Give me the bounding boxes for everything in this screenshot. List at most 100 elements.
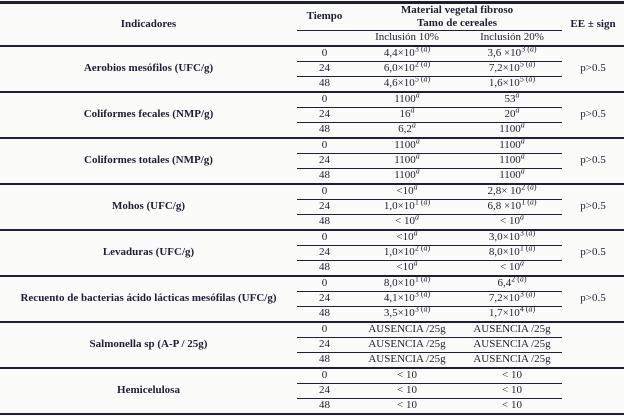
table-row: 48 3,5×103 (a) 1,7×104 (a) xyxy=(0,306,624,322)
table-row: Coliformes fecales (NMP/g) 0 1100a 53a p>0.5 xyxy=(0,91,624,138)
table-row: Mohos (UFC/g) 0 <10a 2,8× 102 (a) p>0.5 xyxy=(0,183,624,230)
header-tiempo-spacer xyxy=(297,31,352,47)
table-header: Indicadores Tiempo Material vegetal fibr… xyxy=(0,2,624,47)
indicator-cell: Hemicelulosa xyxy=(0,367,297,414)
value-cell-inclusion-20: < 10a xyxy=(462,214,562,230)
value-cell-inclusion-10: <10a xyxy=(352,260,462,276)
time-cell: 24 xyxy=(297,153,352,169)
table-row: Recuento de bacterias ácido lácticas mes… xyxy=(0,275,624,322)
value-cell-inclusion-20: 7,2×103 (a) xyxy=(462,291,562,307)
header-material-line2: Tamo de cereales xyxy=(416,17,498,29)
time-cell: 48 xyxy=(297,168,352,184)
value-cell-inclusion-10: < 10 xyxy=(352,398,462,414)
value-cell-inclusion-20: 1100a xyxy=(462,122,562,138)
value-cell-inclusion-20: 7,2×105 (a) xyxy=(462,61,562,77)
indicator-cell: Coliformes totales (NMP/g) xyxy=(0,137,297,184)
value-cell-inclusion-20: AUSENCIA /25g xyxy=(462,321,562,338)
time-cell: 48 xyxy=(297,122,352,138)
value-cell-inclusion-20: 3,0×103 (a) xyxy=(462,229,562,246)
value-cell-inclusion-10: <10a xyxy=(352,183,462,200)
value-cell-inclusion-10: < 10 xyxy=(352,383,462,399)
table-row: 48 < 10a < 10a xyxy=(0,214,624,230)
header-row-2: Inclusión 10% Inclusión 20% xyxy=(0,31,624,47)
table-row: 24 AUSENCIA /25g AUSENCIA /25g xyxy=(0,337,624,353)
value-cell-inclusion-10: 3,5×103 (a) xyxy=(352,306,462,322)
time-cell: 48 xyxy=(297,306,352,322)
value-cell-inclusion-10: 1100a xyxy=(352,137,462,154)
table-row: 48 <10a < 10a xyxy=(0,260,624,276)
value-cell-inclusion-20: 1100a xyxy=(462,168,562,184)
table-row: Coliformes totales (NMP/g) 0 1100a 1100a p>0… xyxy=(0,137,624,184)
table-row: 48 4,6×105 (a) 1,6×105 (a) xyxy=(0,76,624,92)
time-cell: 48 xyxy=(297,398,352,414)
value-cell-inclusion-20: 1100a xyxy=(462,153,562,169)
time-cell: 0 xyxy=(297,137,352,154)
value-cell-inclusion-20: < 10 xyxy=(462,398,562,414)
header-inclusion-10: Inclusión 10% xyxy=(375,31,439,44)
value-cell-inclusion-10: < 10a xyxy=(352,214,462,230)
table-row: 48 < 10 < 10 xyxy=(0,398,624,414)
value-cell-inclusion-10: 1,0×101 (a) xyxy=(352,199,462,215)
table-row: Levaduras (UFC/g) 0 <10a 3,0×103 (a) p>0.5 xyxy=(0,229,624,276)
indicator-cell: Coliformes fecales (NMP/g) xyxy=(0,91,297,138)
value-cell-inclusion-20: 1,7×104 (a) xyxy=(462,306,562,322)
time-cell: 0 xyxy=(297,367,352,384)
time-cell: 48 xyxy=(297,214,352,230)
time-cell: 0 xyxy=(297,91,352,108)
value-cell-inclusion-10: 6,0×102 (a) xyxy=(352,61,462,77)
value-cell-inclusion-10: AUSENCIA /25g xyxy=(352,337,462,353)
value-cell-inclusion-20: AUSENCIA /25g xyxy=(462,352,562,368)
table-row: 24 6,0×102 (a) 7,2×105 (a) xyxy=(0,61,624,77)
indicator-cell: Recuento de bacterias ácido lácticas mes… xyxy=(0,275,297,322)
header-ee: EE ± sign xyxy=(570,17,616,30)
header-row-1: Indicadores Tiempo Material vegetal fibr… xyxy=(0,2,624,31)
value-cell-inclusion-10: 4,1×103 (a) xyxy=(352,291,462,307)
table-row: 24 < 10 < 10 xyxy=(0,383,624,399)
value-cell-inclusion-20: 20a xyxy=(462,107,562,123)
value-cell-inclusion-10: AUSENCIA /25g xyxy=(352,321,462,338)
indicator-cell: Aerobios mesófilos (UFC/g) xyxy=(0,45,297,92)
time-cell: 0 xyxy=(297,183,352,200)
indicator-cell: Mohos (UFC/g) xyxy=(0,183,297,230)
time-cell: 48 xyxy=(297,76,352,92)
time-cell: 0 xyxy=(297,45,352,62)
value-cell-inclusion-20: 6,42 (a) xyxy=(462,275,562,292)
value-cell-inclusion-10: <10a xyxy=(352,229,462,246)
value-cell-inclusion-10: 4,6×105 (a) xyxy=(352,76,462,92)
value-cell-inclusion-10: 1,0×102 (a) xyxy=(352,245,462,261)
time-cell: 48 xyxy=(297,260,352,276)
header-inclusion-20: Inclusión 20% xyxy=(480,31,544,44)
time-cell: 48 xyxy=(297,352,352,368)
value-cell-inclusion-20: 8,0×101 (a) xyxy=(462,245,562,261)
time-cell: 0 xyxy=(297,321,352,338)
value-cell-inclusion-10: AUSENCIA /25g xyxy=(352,352,462,368)
time-cell: 24 xyxy=(297,61,352,77)
table-row: 24 16a 20a xyxy=(0,107,624,123)
ee-cell: p>0.5 xyxy=(562,275,624,322)
value-cell-inclusion-20: 3,6 ×103 (a) xyxy=(462,45,562,62)
header-material: Material vegetal fibroso Tamo de cereale… xyxy=(352,2,562,31)
value-cell-inclusion-10: 6,2a xyxy=(352,122,462,138)
value-cell-inclusion-10: < 10 xyxy=(352,367,462,384)
table-row: 48 1100a 1100a xyxy=(0,168,624,184)
ee-cell xyxy=(562,367,624,414)
ee-cell: p>0.5 xyxy=(562,45,624,92)
time-cell: 24 xyxy=(297,291,352,307)
indicator-cell: Salmonella sp (A-P / 25g) xyxy=(0,321,297,368)
table-row: Hemicelulosa 0 < 10 < 10 xyxy=(0,367,624,414)
value-cell-inclusion-20: 53a xyxy=(462,91,562,108)
value-cell-inclusion-10: 8,0×101 (a) xyxy=(352,275,462,292)
header-tiempo: Tiempo xyxy=(297,2,352,31)
table-row: 24 1100a 1100a xyxy=(0,153,624,169)
time-cell: 0 xyxy=(297,229,352,246)
time-cell: 24 xyxy=(297,107,352,123)
value-cell-inclusion-10: 4,4×103 (a) xyxy=(352,45,462,62)
header-indicadores: Indicadores xyxy=(120,17,177,30)
ee-cell: p>0.5 xyxy=(562,183,624,230)
table-row: Salmonella sp (A-P / 25g) 0 AUSENCIA /25g A… xyxy=(0,321,624,368)
value-cell-inclusion-10: 1100a xyxy=(352,153,462,169)
value-cell-inclusion-10: 16a xyxy=(352,107,462,123)
value-cell-inclusion-20: < 10 xyxy=(462,383,562,399)
